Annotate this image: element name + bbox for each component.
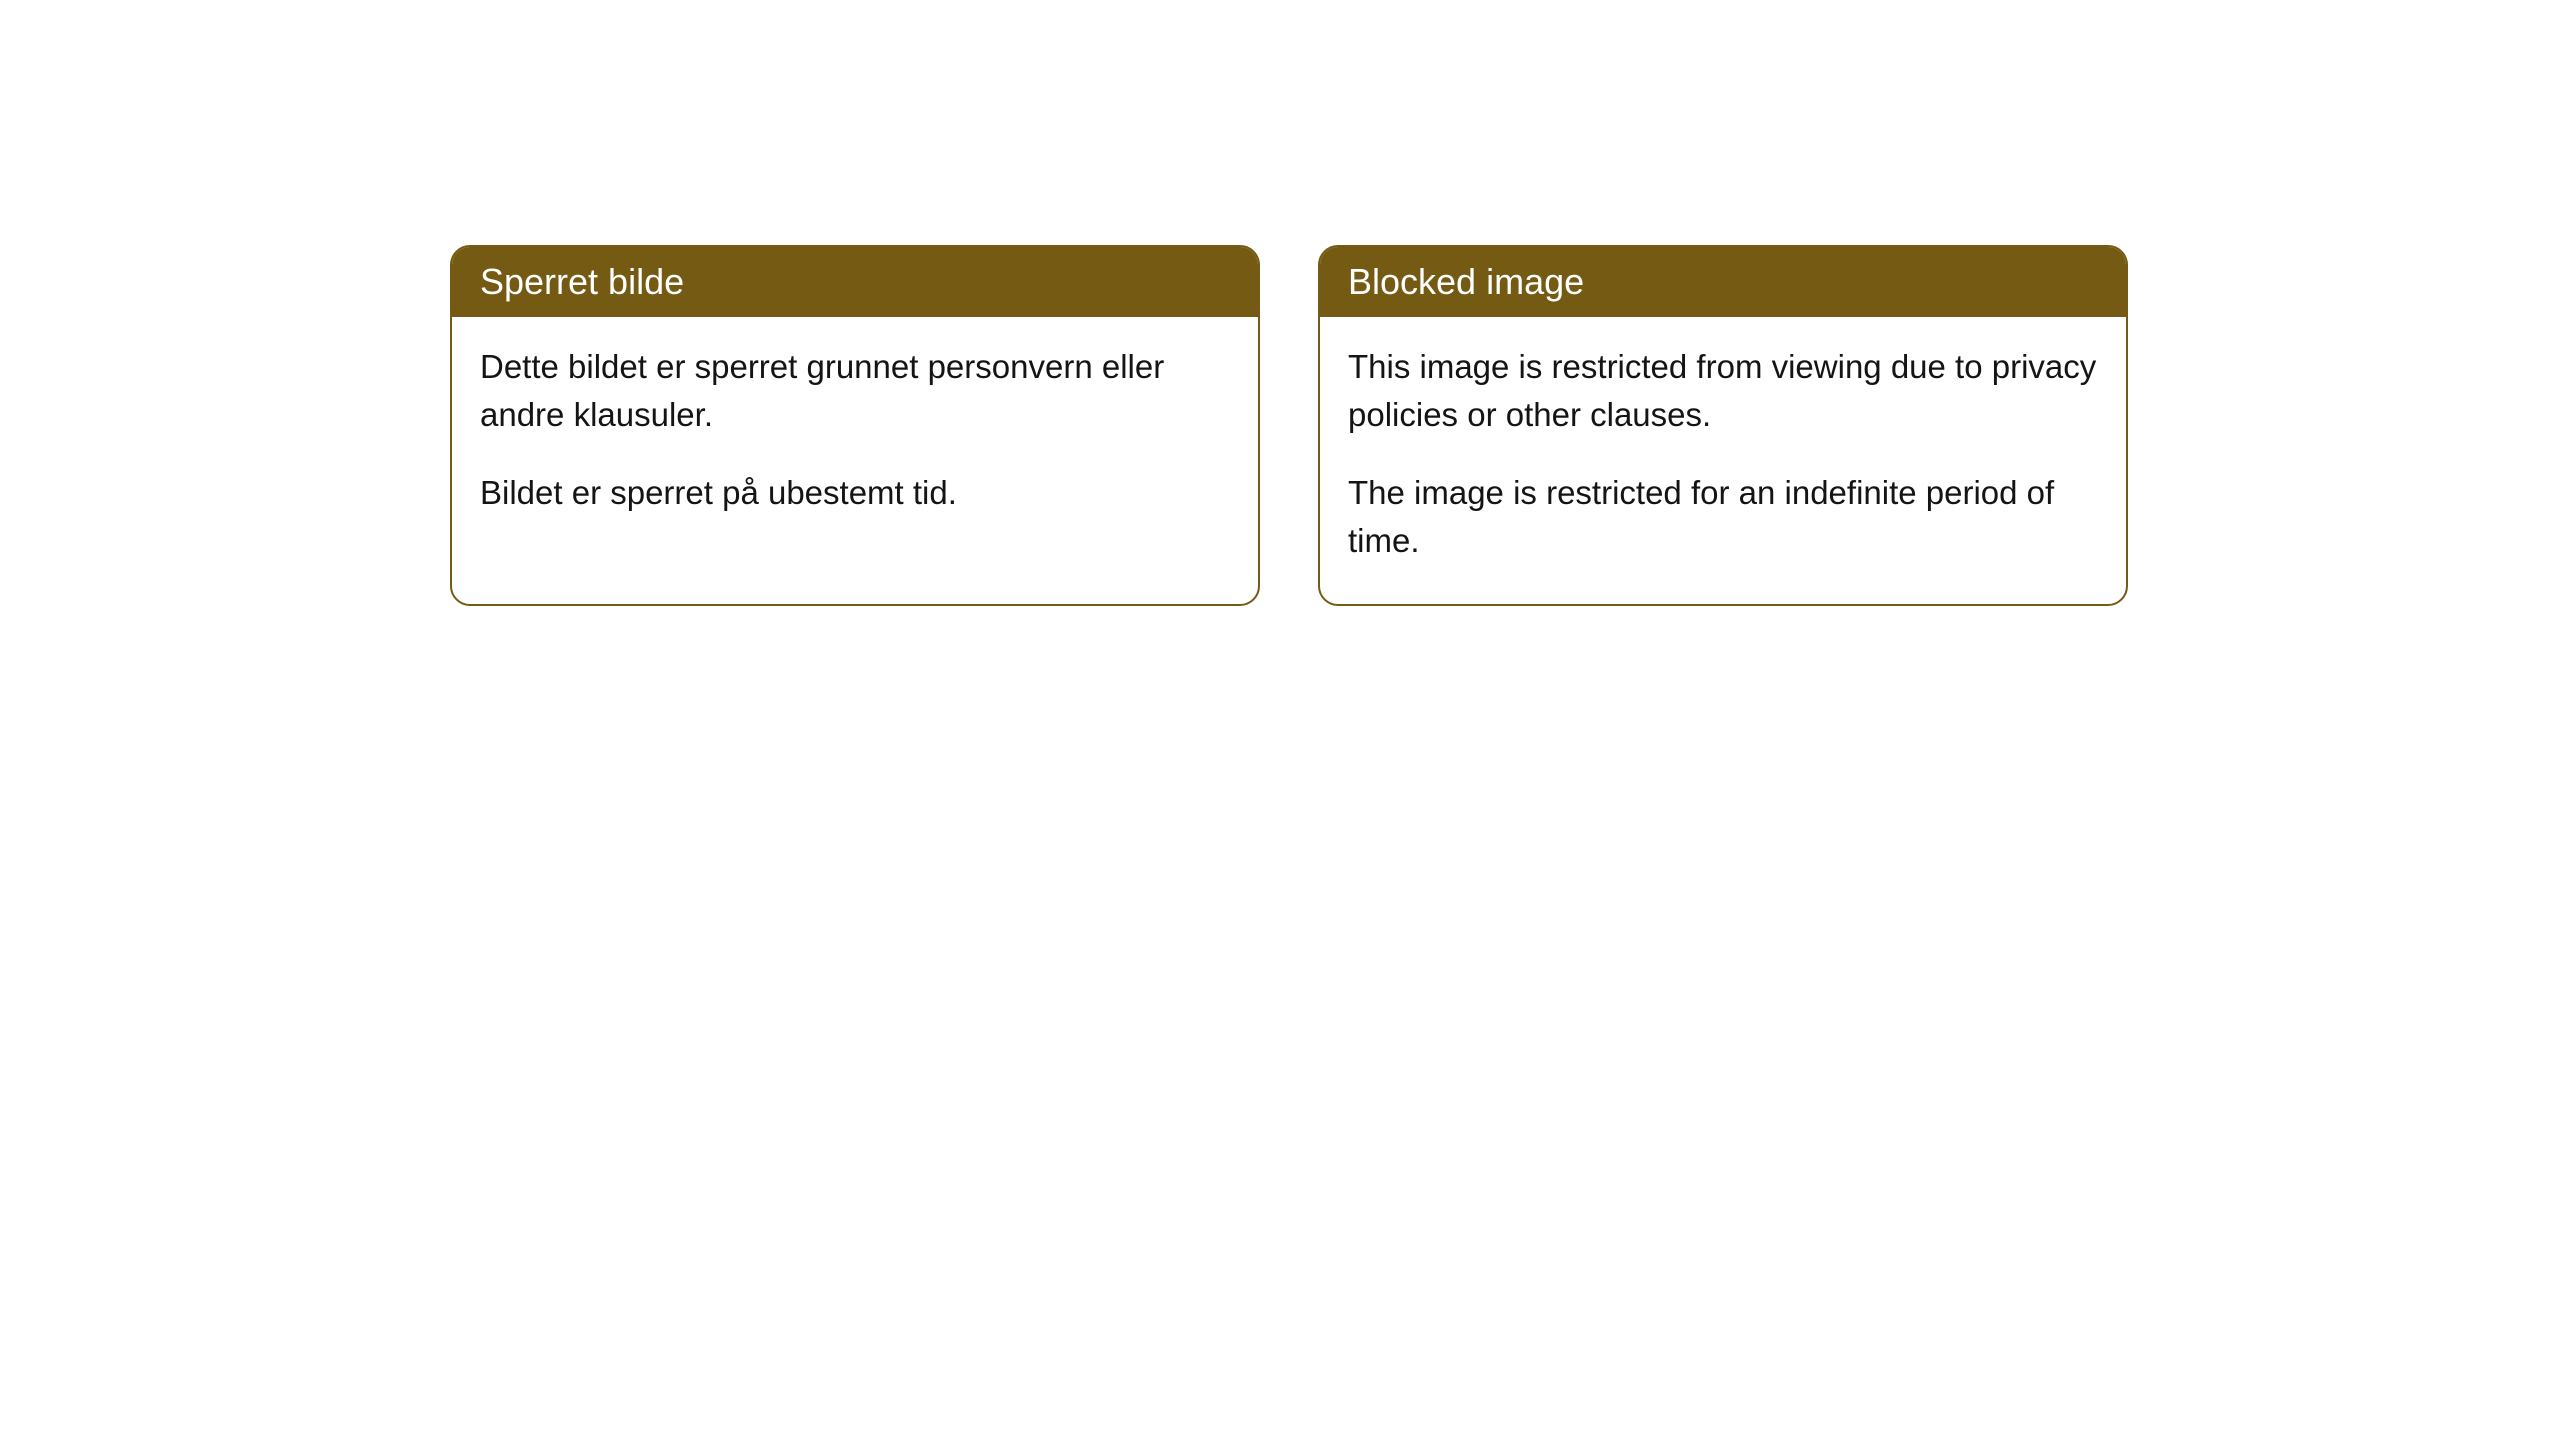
card-title: Sperret bilde bbox=[480, 261, 684, 302]
card-paragraph: This image is restricted from viewing du… bbox=[1348, 343, 2098, 439]
card-header-english: Blocked image bbox=[1320, 247, 2126, 317]
card-norwegian: Sperret bilde Dette bildet er sperret gr… bbox=[450, 245, 1260, 606]
card-paragraph: The image is restricted for an indefinit… bbox=[1348, 469, 2098, 565]
card-english: Blocked image This image is restricted f… bbox=[1318, 245, 2128, 606]
card-paragraph: Dette bildet er sperret grunnet personve… bbox=[480, 343, 1230, 439]
cards-container: Sperret bilde Dette bildet er sperret gr… bbox=[450, 245, 2560, 606]
card-title: Blocked image bbox=[1348, 261, 1584, 302]
card-body-english: This image is restricted from viewing du… bbox=[1320, 317, 2126, 604]
card-paragraph: Bildet er sperret på ubestemt tid. bbox=[480, 469, 1230, 517]
card-header-norwegian: Sperret bilde bbox=[452, 247, 1258, 317]
card-body-norwegian: Dette bildet er sperret grunnet personve… bbox=[452, 317, 1258, 557]
